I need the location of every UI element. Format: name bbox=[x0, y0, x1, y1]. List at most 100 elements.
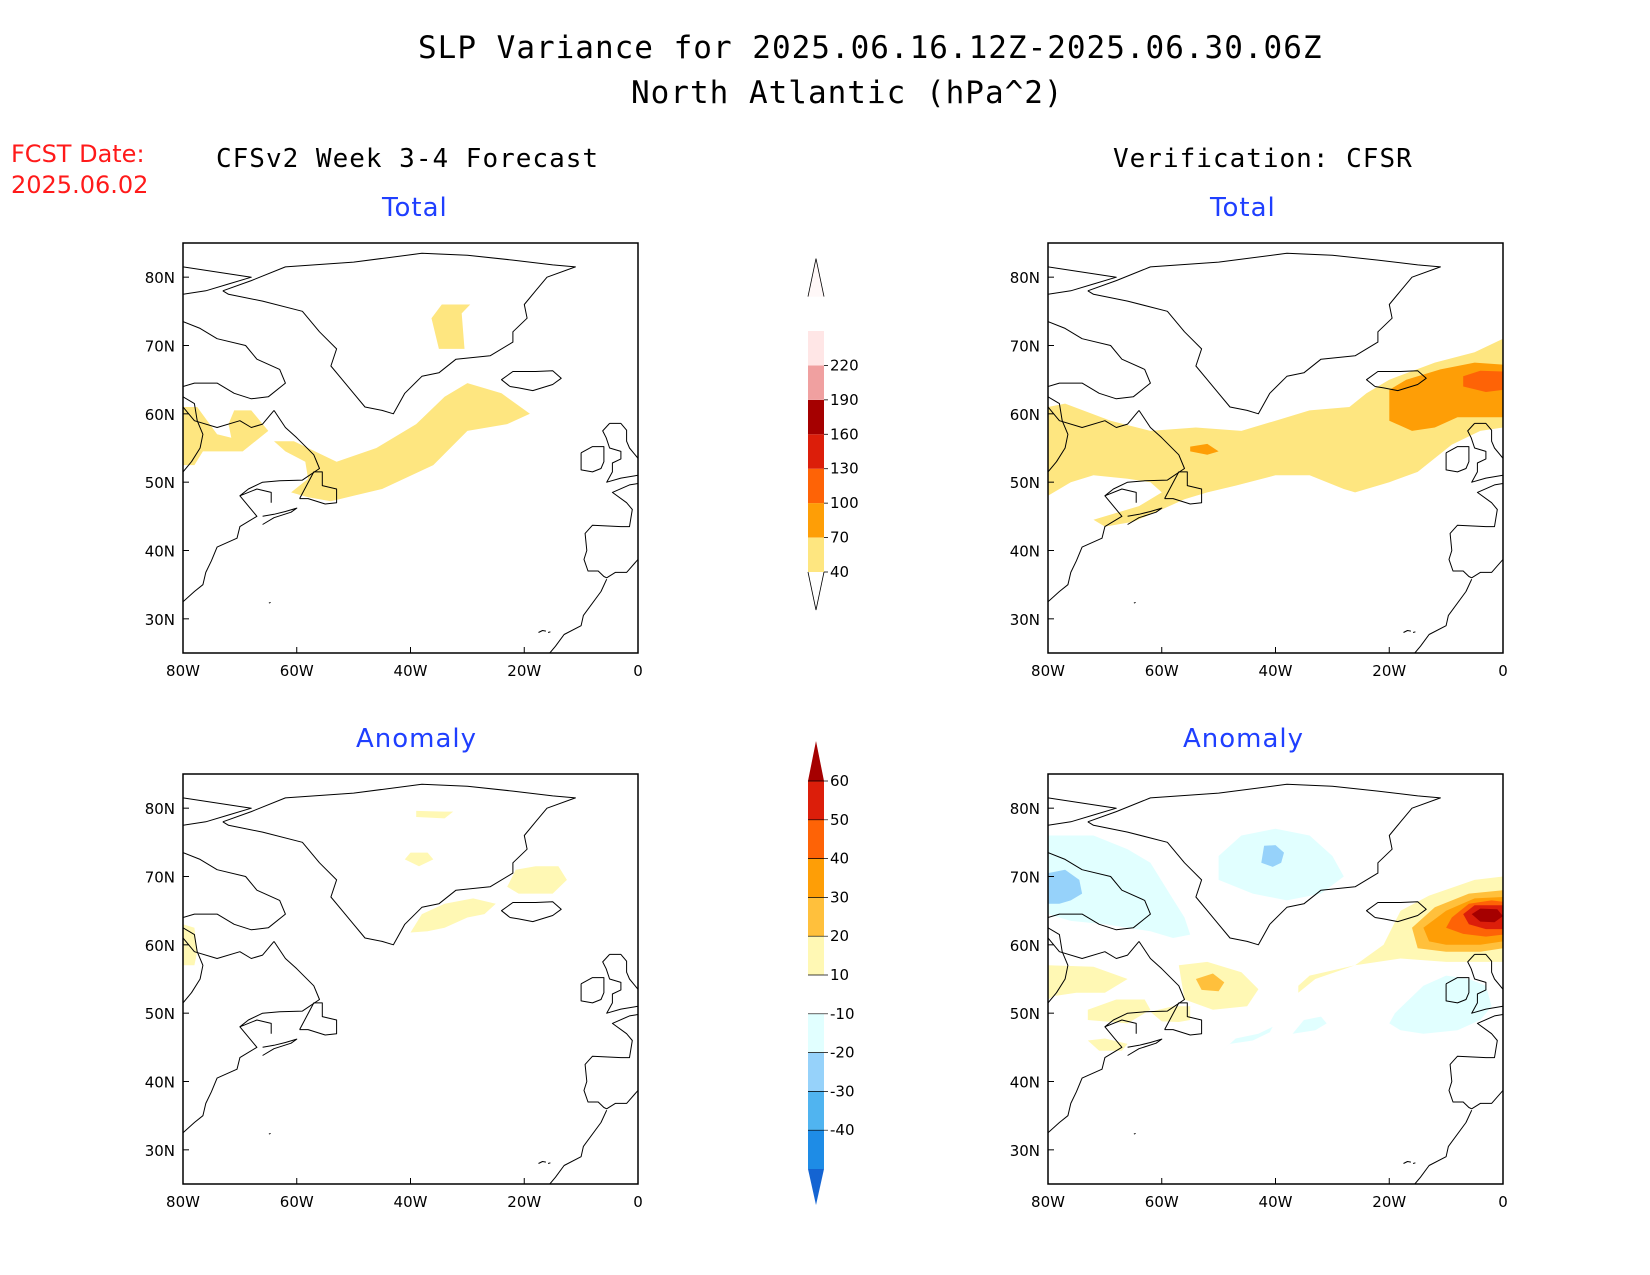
coastline bbox=[268, 1132, 271, 1135]
lon-tick-label: 20W bbox=[507, 662, 541, 680]
colorbar-label: 20 bbox=[830, 927, 849, 945]
coastline bbox=[1048, 937, 1140, 959]
colorbar-label: -20 bbox=[830, 1044, 855, 1062]
coastline bbox=[183, 937, 275, 959]
lat-tick-label: 50N bbox=[145, 474, 175, 492]
lon-tick-label: 80W bbox=[166, 1193, 200, 1211]
colorbar-swatch bbox=[808, 1052, 824, 1092]
lon-tick-label: 80W bbox=[166, 662, 200, 680]
anomaly-colorbar: -40 -30 -20 -10 10 20 30 40 50 60 bbox=[808, 741, 855, 1205]
coastline bbox=[183, 406, 275, 428]
forecast-anomaly-map: 80W 60W 40W 20W 0 80N 70N 60N 50N 40N 30N bbox=[145, 773, 643, 1211]
coastline bbox=[1445, 446, 1470, 473]
lat-tick-label: 80N bbox=[1010, 800, 1040, 818]
lat-tick-label: 60N bbox=[1010, 937, 1040, 955]
coastline bbox=[1448, 483, 1503, 579]
lat-tick-label: 50N bbox=[1010, 474, 1040, 492]
colorbar-swatch bbox=[808, 1091, 824, 1131]
shaded-region bbox=[1218, 1026, 1273, 1055]
coastline bbox=[1366, 370, 1427, 392]
colorbar-label: 130 bbox=[830, 460, 859, 478]
colorbar-label: 220 bbox=[830, 356, 859, 374]
colorbar-swatch bbox=[808, 936, 824, 975]
coastline bbox=[1127, 1038, 1163, 1056]
coastline bbox=[239, 941, 320, 1034]
coastline bbox=[1133, 1132, 1136, 1135]
shaded-region bbox=[431, 304, 471, 349]
coastline bbox=[1445, 977, 1470, 1004]
verification-total-map: 80W 60W 40W 20W 0 80N 70N 60N 50N 40N 30N bbox=[1010, 242, 1508, 680]
lat-tick-label: 30N bbox=[145, 1142, 175, 1160]
verif-total-subtitle: Total bbox=[1210, 193, 1276, 223]
shaded-region bbox=[1195, 973, 1225, 992]
fcst-anomaly-subtitle: Anomaly bbox=[356, 724, 478, 754]
coastline bbox=[549, 578, 608, 653]
verif-anomaly-subtitle: Anomaly bbox=[1183, 724, 1305, 754]
shaded-region bbox=[507, 866, 567, 894]
forecast-column-title: CFSv2 Week 3-4 Forecast bbox=[216, 144, 600, 174]
coastline bbox=[183, 266, 252, 295]
colorbar-swatch bbox=[808, 331, 824, 366]
coastline bbox=[1467, 422, 1503, 483]
coastline bbox=[1412, 1162, 1416, 1164]
colorbar-label: -30 bbox=[830, 1082, 855, 1100]
verification-column-title: Verification: CFSR bbox=[1113, 144, 1413, 174]
map-frame bbox=[182, 773, 639, 1185]
coastline bbox=[538, 630, 546, 633]
lat-tick-label: 40N bbox=[1010, 543, 1040, 561]
coastline bbox=[1412, 631, 1416, 633]
colorbar-swatch bbox=[808, 975, 824, 1014]
lat-tick-label: 30N bbox=[1010, 611, 1040, 629]
coastline bbox=[602, 422, 638, 483]
shaded-region bbox=[1087, 1038, 1128, 1051]
colorbar-label: 40 bbox=[830, 850, 849, 868]
lat-tick-label: 50N bbox=[1010, 1005, 1040, 1023]
coastline bbox=[299, 471, 338, 505]
coastline bbox=[538, 1161, 546, 1164]
lat-tick-label: 70N bbox=[145, 338, 175, 356]
coastline bbox=[268, 601, 271, 604]
lat-tick-label: 30N bbox=[1010, 1142, 1040, 1160]
colorbar-swatch bbox=[808, 365, 824, 400]
lon-tick-label: 40W bbox=[1259, 1193, 1293, 1211]
colorbar-upper-arrow bbox=[808, 741, 824, 781]
colorbar-swatch bbox=[808, 897, 824, 937]
colorbar-swatch bbox=[808, 1013, 824, 1053]
coastline bbox=[501, 901, 562, 923]
colorbar-swatch bbox=[808, 468, 824, 504]
colorbar-swatch bbox=[808, 399, 824, 435]
coastline bbox=[1087, 252, 1441, 415]
shaded-region bbox=[1048, 869, 1083, 904]
lon-tick-label: 0 bbox=[1498, 1193, 1508, 1211]
colorbar-label: -40 bbox=[830, 1121, 855, 1139]
colorbar-swatch bbox=[808, 503, 824, 538]
lon-tick-label: 60W bbox=[280, 1193, 314, 1211]
coastline bbox=[183, 797, 252, 826]
colorbar-label: 40 bbox=[830, 563, 849, 581]
colorbar-swatch bbox=[808, 819, 824, 859]
coastline bbox=[1403, 630, 1411, 633]
coastline bbox=[1164, 1002, 1203, 1036]
lon-tick-label: 0 bbox=[633, 1193, 643, 1211]
shaded-region bbox=[1150, 1006, 1191, 1022]
coastline bbox=[1403, 1161, 1411, 1164]
colorbar-swatch bbox=[808, 1130, 824, 1169]
lon-tick-label: 20W bbox=[1372, 1193, 1406, 1211]
shaded-region bbox=[1471, 908, 1503, 923]
colorbar-swatch bbox=[808, 781, 824, 820]
coastline bbox=[239, 410, 320, 503]
total-colorbar: 40 70 100 130 160 190 220 bbox=[807, 258, 859, 611]
lon-tick-label: 40W bbox=[394, 1193, 428, 1211]
shaded-region bbox=[404, 852, 434, 867]
colorbar-label: 60 bbox=[830, 772, 849, 790]
coastline bbox=[583, 483, 638, 579]
coastline bbox=[183, 396, 204, 473]
coastline bbox=[1048, 797, 1117, 826]
lon-tick-label: 20W bbox=[507, 1193, 541, 1211]
shaded-region bbox=[1261, 845, 1284, 867]
lat-tick-label: 70N bbox=[1010, 338, 1040, 356]
colorbar-lower-arrow bbox=[808, 1169, 824, 1205]
lat-tick-label: 80N bbox=[145, 269, 175, 287]
coastline bbox=[183, 1026, 258, 1134]
lon-tick-label: 60W bbox=[1145, 662, 1179, 680]
